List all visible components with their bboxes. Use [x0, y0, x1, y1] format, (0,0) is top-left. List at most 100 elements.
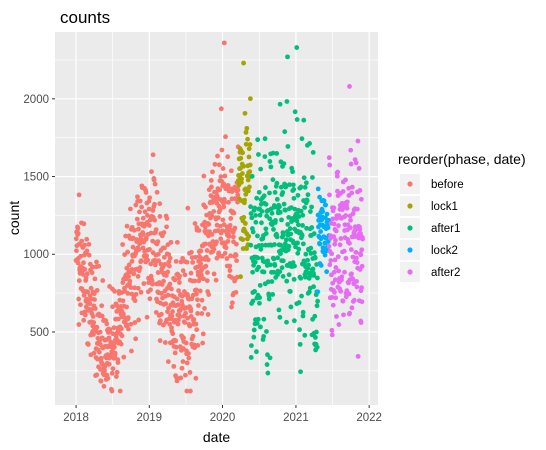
data-point	[360, 236, 365, 242]
data-point	[221, 204, 227, 210]
data-point	[170, 331, 176, 337]
data-point	[81, 260, 86, 266]
data-point	[209, 184, 214, 190]
data-point	[117, 388, 123, 394]
data-point	[263, 185, 268, 190]
data-point	[151, 177, 157, 183]
data-point	[168, 239, 174, 245]
data-point	[228, 216, 234, 221]
data-point	[281, 232, 286, 238]
data-point	[186, 355, 192, 361]
data-point	[251, 327, 257, 333]
data-point	[267, 262, 273, 268]
data-point	[174, 296, 180, 302]
data-point	[84, 271, 90, 277]
data-point	[330, 280, 336, 286]
data-point	[258, 324, 263, 330]
data-point	[333, 237, 338, 243]
data-point	[300, 223, 305, 228]
data-point	[279, 217, 284, 223]
data-point	[343, 255, 349, 261]
data-point	[203, 241, 209, 247]
y-axis-title: count	[6, 201, 22, 235]
data-point	[145, 257, 151, 263]
data-point	[359, 299, 365, 305]
data-point	[150, 152, 156, 158]
data-point	[162, 340, 168, 345]
data-point	[287, 226, 293, 232]
data-point	[312, 250, 317, 256]
data-point	[220, 228, 225, 234]
data-point	[153, 227, 159, 233]
data-point	[149, 169, 154, 175]
data-point	[109, 388, 115, 394]
data-point	[311, 284, 316, 290]
data-point	[180, 255, 186, 261]
data-point	[281, 161, 287, 167]
data-point	[358, 231, 363, 237]
data-point	[75, 260, 81, 266]
data-point	[137, 265, 143, 270]
data-point	[179, 365, 185, 371]
data-point	[141, 232, 146, 237]
data-point	[300, 309, 306, 315]
data-point	[171, 363, 177, 369]
data-point	[155, 251, 161, 257]
data-point	[84, 248, 90, 254]
data-point	[315, 275, 320, 281]
data-point	[157, 214, 163, 219]
data-point	[270, 150, 276, 156]
data-point	[355, 353, 361, 359]
data-point	[255, 233, 260, 239]
data-point	[186, 350, 191, 356]
data-point	[137, 198, 143, 204]
data-point	[105, 376, 111, 381]
data-point	[249, 343, 254, 348]
data-point	[337, 242, 343, 248]
data-point	[350, 211, 356, 217]
data-point	[314, 329, 319, 335]
data-point	[299, 233, 305, 238]
data-point	[358, 196, 364, 202]
data-point	[133, 291, 139, 297]
data-point	[324, 211, 330, 217]
legend-label: lock1	[431, 201, 458, 213]
data-point	[288, 304, 294, 310]
data-point	[203, 263, 209, 269]
data-point	[177, 314, 183, 320]
data-point	[292, 263, 297, 269]
data-point	[285, 222, 291, 227]
data-point	[187, 323, 193, 329]
data-point	[128, 285, 134, 290]
data-point	[76, 278, 82, 284]
data-point	[238, 274, 243, 280]
data-point	[317, 194, 323, 200]
legend-label: lock2	[431, 245, 458, 257]
data-point	[161, 230, 167, 235]
data-point	[223, 134, 228, 140]
data-point	[330, 302, 336, 308]
data-point	[298, 184, 304, 190]
data-point	[223, 245, 229, 251]
data-point	[226, 233, 232, 239]
data-point	[187, 370, 193, 375]
data-point	[211, 271, 217, 277]
data-point	[251, 334, 257, 340]
data-point	[82, 266, 88, 272]
data-point	[209, 213, 215, 218]
data-point	[148, 261, 154, 267]
data-point	[329, 332, 335, 338]
data-point	[334, 173, 340, 179]
data-point	[261, 316, 267, 322]
data-point	[135, 273, 141, 279]
data-point	[130, 235, 136, 241]
data-point	[124, 322, 130, 328]
data-point	[332, 277, 338, 283]
data-point	[97, 329, 103, 335]
data-point	[283, 207, 288, 213]
data-point	[266, 296, 272, 302]
data-point	[303, 251, 309, 257]
data-point	[348, 147, 354, 153]
data-point	[134, 237, 140, 243]
legend-key	[407, 181, 413, 187]
